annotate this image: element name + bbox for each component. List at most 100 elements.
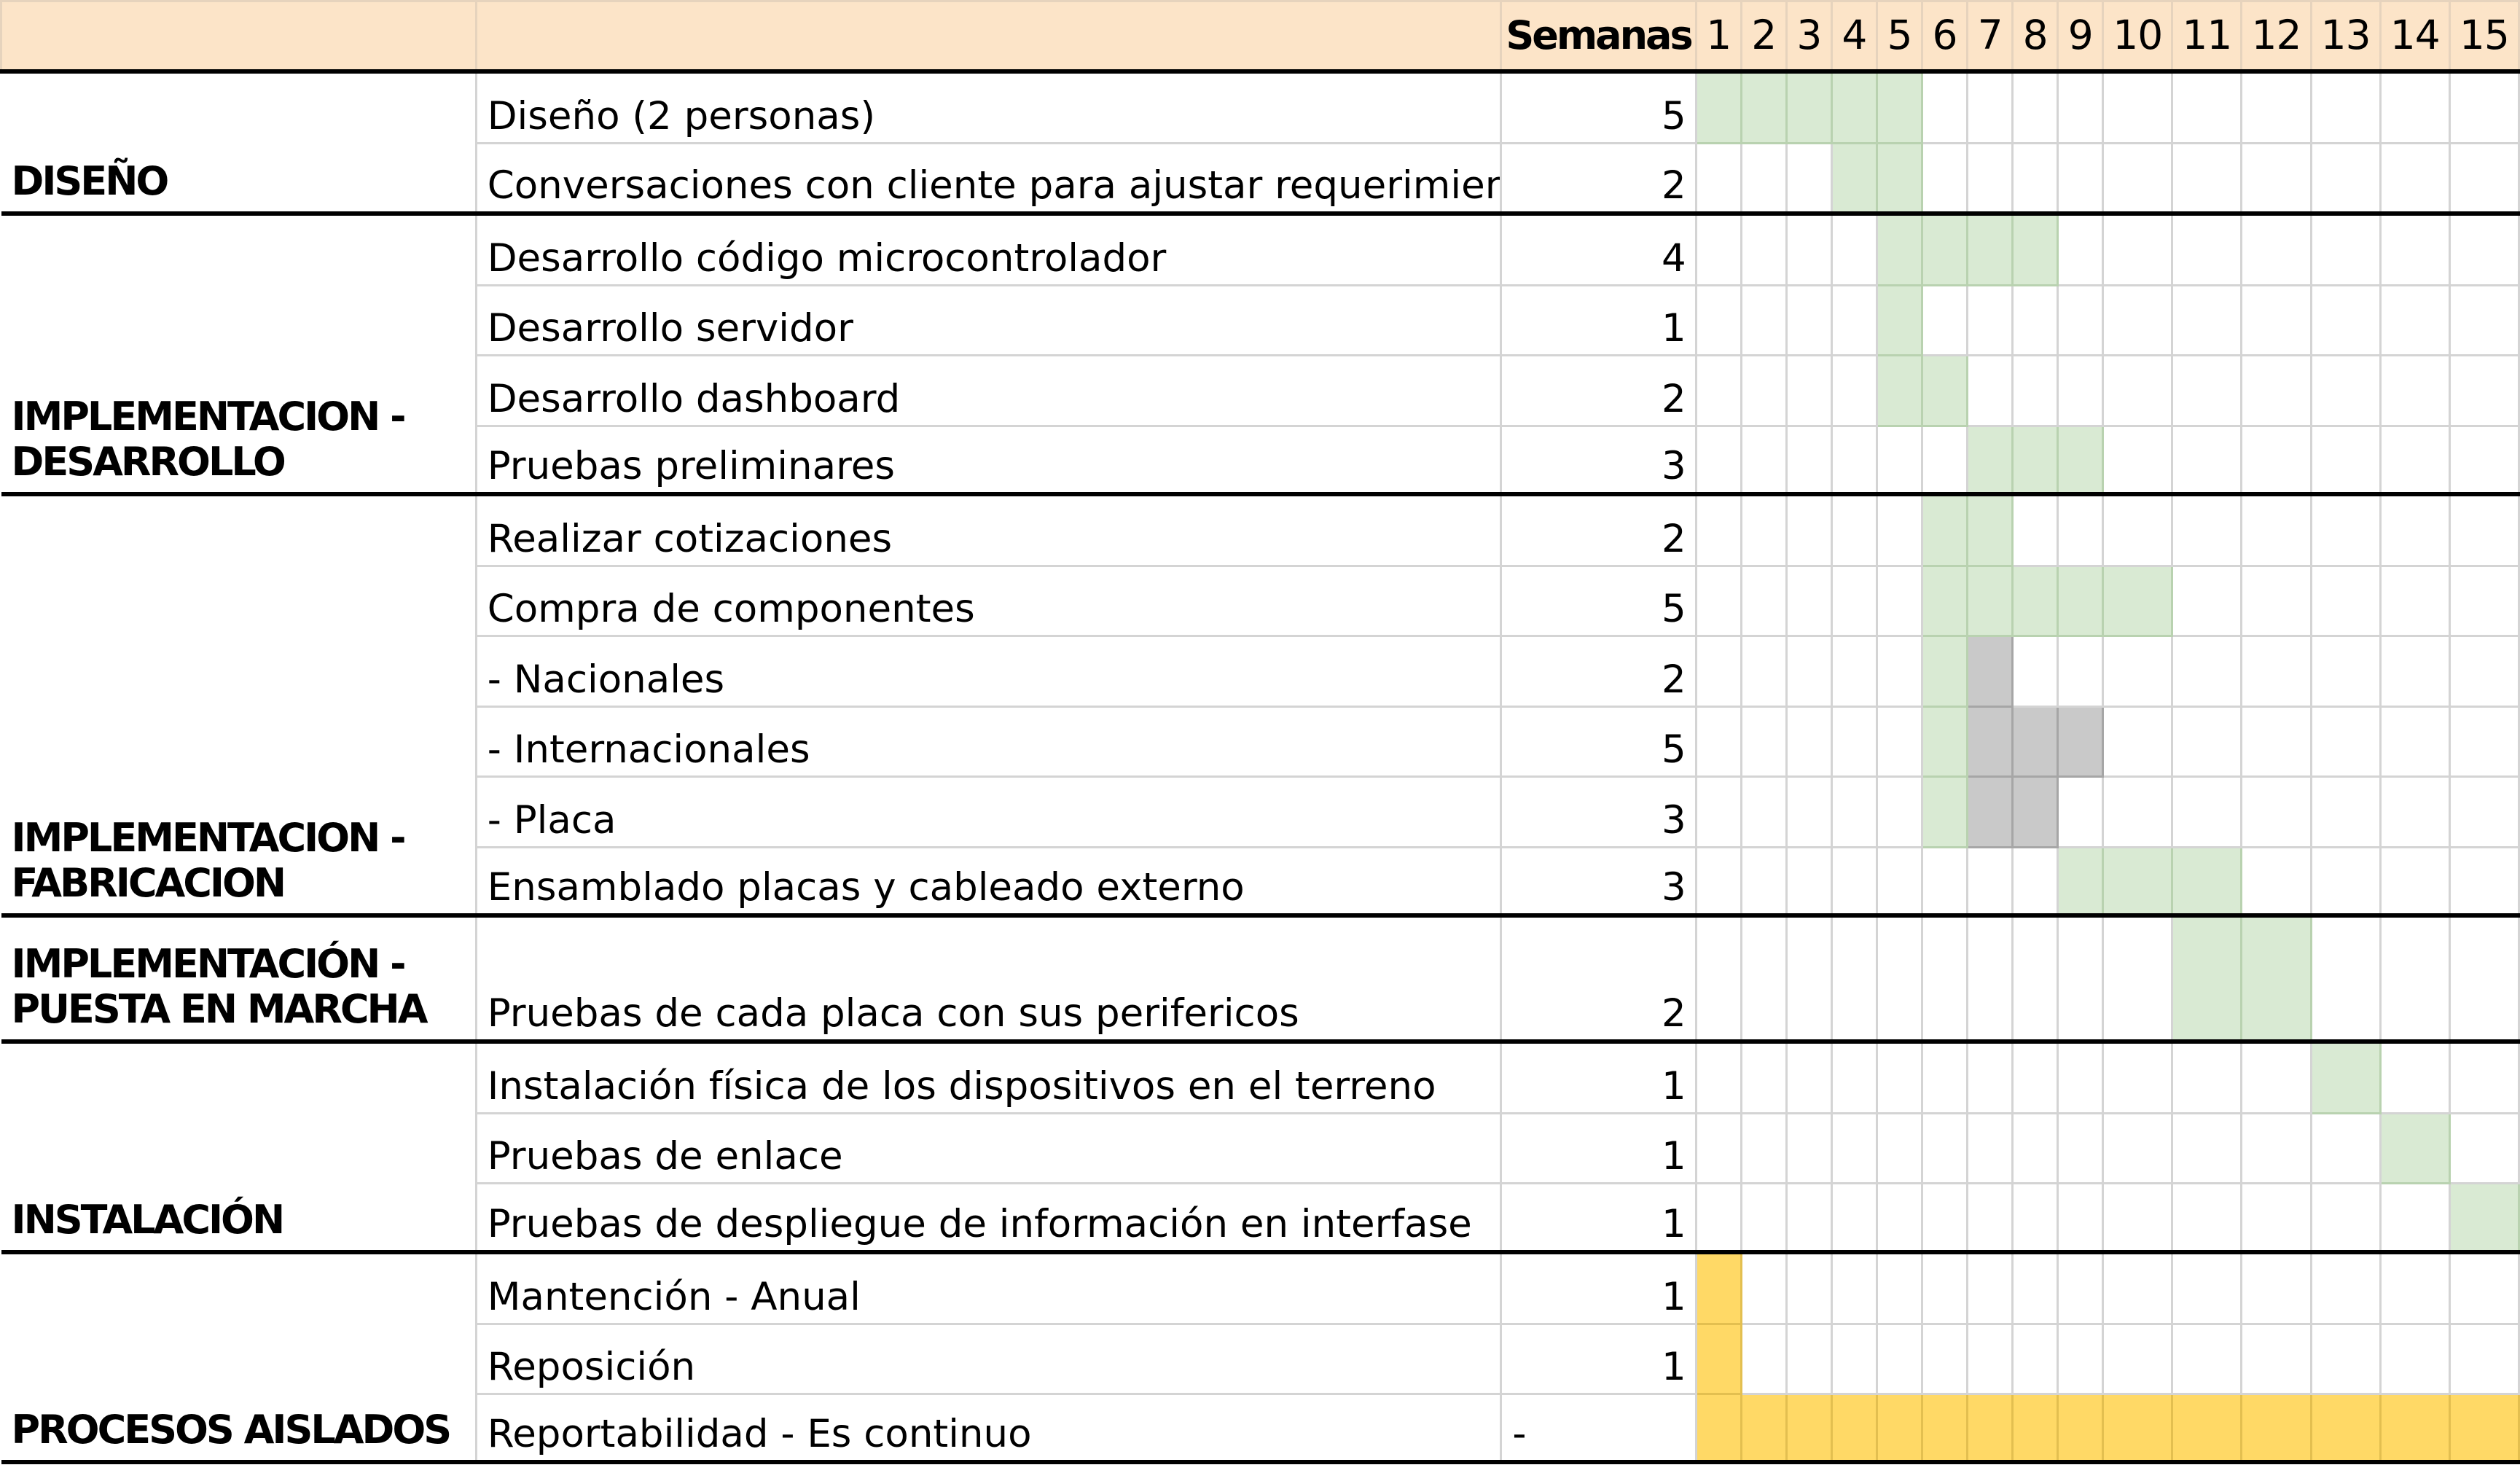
gantt-empty-cell [2171, 1040, 2243, 1114]
group-category-label: IMPLEMENTACION - DESARROLLO [1, 212, 477, 496]
gantt-bar-cell [1920, 775, 1969, 848]
gantt-empty-cell [1740, 353, 1788, 427]
gantt-empty-cell [1830, 1322, 1878, 1395]
gantt-empty-cell [1694, 212, 1742, 286]
gantt-empty-cell [2171, 70, 2243, 144]
task-group: IMPLEMENTACION - FABRICACION Realizar cot… [1, 493, 2520, 917]
week-header: 4 [1830, 0, 1878, 73]
gantt-empty-cell [2171, 564, 2243, 637]
gantt-bar-cell [2057, 424, 2105, 496]
gantt-empty-cell [2448, 914, 2520, 1043]
gantt-empty-cell [2171, 775, 2243, 848]
gantt-empty-cell [1920, 424, 1969, 496]
gantt-empty-cell [1966, 353, 2014, 427]
gantt-bar-cell [2379, 1392, 2451, 1464]
gantt-empty-cell [2171, 1251, 2243, 1325]
gantt-empty-cell [1740, 1251, 1788, 1325]
gantt-empty-cell [1920, 70, 1969, 144]
gantt-empty-cell [2309, 705, 2382, 778]
week-header: 2 [1740, 0, 1788, 73]
gantt-empty-cell [1966, 845, 2014, 917]
gantt-bar-cell [2102, 1392, 2174, 1464]
gantt-empty-cell [2102, 1322, 2174, 1395]
gantt-empty-cell [2448, 493, 2520, 567]
task-name: Mantención - Anual [474, 1251, 1503, 1325]
gantt-empty-cell [2379, 493, 2451, 567]
task-name: Reportabilidad - Es continuo [474, 1392, 1503, 1464]
gantt-empty-cell [2448, 212, 2520, 286]
task-duration: 2 [1500, 634, 1697, 708]
gantt-empty-cell [1966, 1040, 2014, 1114]
gantt-empty-cell [1875, 1322, 1923, 1395]
gantt-empty-cell [2240, 284, 2312, 356]
gantt-empty-cell [2171, 493, 2243, 567]
task-group: PROCESOS AISLADOS Mantención - Anual 1 Repo… [1, 1251, 2520, 1464]
gantt-empty-cell [1694, 424, 1742, 496]
gantt-empty-cell [1920, 1322, 1969, 1395]
gantt-empty-cell [1740, 845, 1788, 917]
gantt-bar-cell [2057, 564, 2105, 637]
gantt-empty-cell [1966, 914, 2014, 1043]
gantt-empty-cell [2448, 1040, 2520, 1114]
gantt-empty-cell [1830, 564, 1878, 637]
gantt-empty-cell [2057, 775, 2105, 848]
task-name: - Nacionales [474, 634, 1503, 708]
gantt-empty-cell [1785, 634, 1833, 708]
gantt-empty-cell [1785, 705, 1833, 778]
gantt-empty-cell [2057, 212, 2105, 286]
gantt-empty-cell [1920, 1251, 1969, 1325]
gantt-empty-cell [1694, 353, 1742, 427]
gantt-bar-cell [1785, 1392, 1833, 1464]
gantt-empty-cell [1785, 775, 1833, 848]
task-duration: 1 [1500, 1181, 1697, 1254]
gantt-empty-cell [2057, 1040, 2105, 1114]
gantt-empty-cell [2309, 212, 2382, 286]
gantt-empty-cell [2309, 1251, 2382, 1325]
gantt-bar-cell [1694, 1392, 1742, 1464]
gantt-bar-cell [1920, 564, 1969, 637]
task-name: Pruebas preliminares [474, 424, 1503, 496]
gantt-empty-cell [1694, 1181, 1742, 1254]
gantt-bar-cell [2011, 424, 2059, 496]
gantt-empty-cell [2102, 1040, 2174, 1114]
gantt-empty-cell [2448, 1322, 2520, 1395]
gantt-empty-cell [1830, 1181, 1878, 1254]
gantt-empty-cell [2102, 705, 2174, 778]
gantt-empty-cell [2448, 564, 2520, 637]
gantt-empty-cell [2102, 1181, 2174, 1254]
gantt-empty-cell [1966, 1322, 2014, 1395]
task-name: Realizar cotizaciones [474, 493, 1503, 567]
table-row: PROCESOS AISLADOS Mantención - Anual 1 [1, 1251, 2520, 1464]
gantt-empty-cell [1785, 1040, 1833, 1114]
task-duration: 1 [1500, 1251, 1697, 1325]
week-header: 15 [2448, 0, 2520, 73]
week-header: 8 [2011, 0, 2059, 73]
gantt-empty-cell [2240, 70, 2312, 144]
gantt-bar-cell [1966, 564, 2014, 637]
gantt-empty-cell [1785, 424, 1833, 496]
task-duration: 3 [1500, 424, 1697, 496]
table-row: Reportabilidad - Es continuo - [1, 1392, 2520, 1464]
gantt-empty-cell [1694, 705, 1742, 778]
gantt-empty-cell [2011, 353, 2059, 427]
gantt-empty-cell [2448, 70, 2520, 144]
task-duration: 5 [1500, 70, 1697, 144]
gantt-empty-cell [1830, 353, 1878, 427]
table-row: - Placa 3 [1, 775, 2520, 848]
gantt-empty-cell [2171, 353, 2243, 427]
task-duration: 3 [1500, 775, 1697, 848]
gantt-empty-cell [2309, 845, 2382, 917]
gantt-empty-cell [2448, 705, 2520, 778]
gantt-bar-cell [1920, 353, 1969, 427]
table-row: Ensamblado placas y cableado externo 3 [1, 845, 2520, 917]
gantt-empty-cell [1740, 1322, 1788, 1395]
gantt-empty-cell [2011, 845, 2059, 917]
header-category-cell [0, 0, 477, 73]
gantt-empty-cell [2011, 1040, 2059, 1114]
gantt-bar-cell [1875, 1392, 1923, 1464]
gantt-empty-cell [1966, 70, 2014, 144]
gantt-empty-cell [2448, 1111, 2520, 1184]
gantt-empty-cell [2448, 284, 2520, 356]
gantt-empty-cell [2057, 1181, 2105, 1254]
gantt-empty-cell [1875, 493, 1923, 567]
